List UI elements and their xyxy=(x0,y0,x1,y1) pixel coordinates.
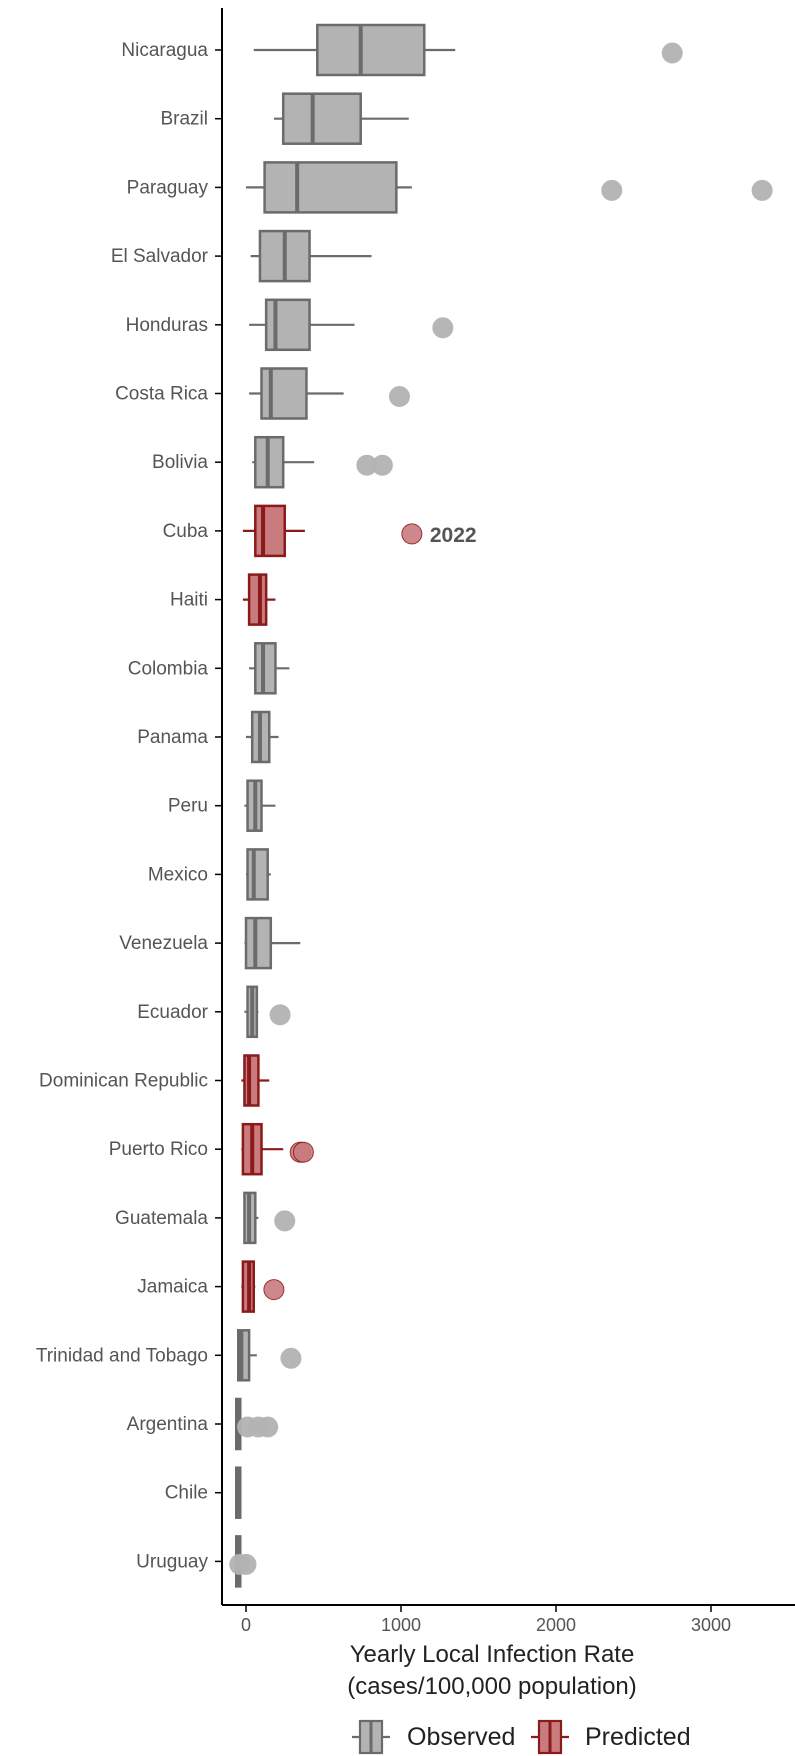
legend-label-observed: Observed xyxy=(407,1723,515,1751)
x-axis-title-line2: (cases/100,000 population) xyxy=(347,1673,637,1700)
outlier-guatemala-0 xyxy=(275,1211,295,1231)
y-label-mexico: Mexico xyxy=(148,864,208,885)
x-axis-title-line1: Yearly Local Infection Rate xyxy=(350,1641,635,1668)
box-uruguay xyxy=(230,1536,256,1586)
y-label-ecuador: Ecuador xyxy=(137,1002,208,1023)
outlier-bolivia-1 xyxy=(372,455,392,475)
y-label-guatemala: Guatemala xyxy=(115,1208,208,1229)
box-nicaragua xyxy=(254,25,683,75)
y-label-peru: Peru xyxy=(168,796,208,817)
iqr-box-honduras xyxy=(266,300,309,350)
outlier-honduras-0 xyxy=(433,318,453,338)
box-chile xyxy=(236,1468,240,1518)
y-label-argentina: Argentina xyxy=(127,1414,209,1435)
outlier-puerto-rico-1 xyxy=(293,1142,313,1162)
y-axis-labels: Nicaragua Brazil Paraguay El Salvador Hondur… xyxy=(36,40,222,1572)
outlier-cuba-0 xyxy=(402,524,422,544)
box-el-salvador xyxy=(251,231,372,281)
y-label-uruguay: Uruguay xyxy=(136,1551,208,1572)
box-bolivia xyxy=(252,437,392,487)
box-cuba xyxy=(243,506,422,556)
y-label-colombia: Colombia xyxy=(128,658,209,679)
y-label-haiti: Haiti xyxy=(170,590,208,611)
x-tick-label-0: 0 xyxy=(241,1615,251,1635)
iqr-box-cuba xyxy=(255,506,284,556)
outlier-nicaragua-0 xyxy=(662,43,682,63)
iqr-box-colombia xyxy=(255,643,275,693)
iqr-box-mexico xyxy=(248,849,268,899)
box-argentina xyxy=(236,1399,277,1449)
y-label-jamaica: Jamaica xyxy=(137,1277,208,1298)
box-guatemala xyxy=(244,1193,294,1243)
box-ecuador xyxy=(244,987,290,1037)
box-panama xyxy=(246,712,279,762)
y-label-paraguay: Paraguay xyxy=(127,177,209,198)
y-label-cuba: Cuba xyxy=(163,521,209,542)
box-trinidad-and-tobago xyxy=(238,1330,301,1380)
y-label-venezuela: Venezuela xyxy=(119,933,208,954)
legend-key-predicted xyxy=(531,1721,569,1753)
outlier-uruguay-1 xyxy=(236,1554,256,1574)
x-axis-ticks: 0 1000 2000 3000 xyxy=(241,1605,731,1635)
legend-label-predicted: Predicted xyxy=(585,1723,691,1751)
x-tick-label-3000: 3000 xyxy=(691,1615,731,1635)
y-label-chile: Chile xyxy=(165,1483,208,1504)
iqr-box-nicaragua xyxy=(317,25,424,75)
outlier-jamaica-0 xyxy=(264,1280,284,1300)
outlier-argentina-2 xyxy=(258,1417,278,1437)
y-label-costa-rica: Costa Rica xyxy=(115,384,208,405)
iqr-box-venezuela xyxy=(246,918,271,968)
x-tick-label-2000: 2000 xyxy=(536,1615,576,1635)
legend-key-observed xyxy=(352,1721,390,1753)
iqr-box-paraguay xyxy=(265,162,397,212)
box-jamaica xyxy=(241,1262,284,1312)
outlier-trinidad-and-tobago-0 xyxy=(281,1348,301,1368)
y-label-bolivia: Bolivia xyxy=(152,452,208,473)
y-label-puerto-rico: Puerto Rico xyxy=(109,1139,208,1160)
y-label-honduras: Honduras xyxy=(126,315,208,336)
box-brazil xyxy=(274,94,409,144)
box-venezuela xyxy=(244,918,300,968)
iqr-box-dominican-republic xyxy=(244,1056,258,1106)
iqr-box-brazil xyxy=(283,94,361,144)
y-label-trinidad-and-tobago: Trinidad and Tobago xyxy=(36,1345,208,1366)
plot-area: 2022 xyxy=(230,25,772,1586)
box-mexico xyxy=(246,849,271,899)
box-peru xyxy=(244,781,275,831)
y-label-el-salvador: El Salvador xyxy=(111,246,209,267)
annotation-0: 2022 xyxy=(430,524,477,547)
box-costa-rica xyxy=(249,369,409,419)
y-label-brazil: Brazil xyxy=(160,109,208,130)
outlier-paraguay-0 xyxy=(602,180,622,200)
outlier-costa-rica-0 xyxy=(389,387,409,407)
x-tick-label-1000: 1000 xyxy=(381,1615,421,1635)
iqr-box-haiti xyxy=(249,575,266,625)
y-label-panama: Panama xyxy=(137,727,208,748)
box-haiti xyxy=(243,575,276,625)
y-label-dominican-republic: Dominican Republic xyxy=(39,1071,208,1092)
box-paraguay xyxy=(246,162,772,212)
y-label-nicaragua: Nicaragua xyxy=(121,40,208,61)
outlier-paraguay-1 xyxy=(752,180,772,200)
box-dominican-republic xyxy=(241,1056,269,1106)
outlier-ecuador-0 xyxy=(270,1005,290,1025)
box-puerto-rico xyxy=(241,1124,313,1174)
iqr-box-costa-rica xyxy=(262,369,307,419)
legend: Observed Predicted xyxy=(352,1721,691,1753)
box-honduras xyxy=(249,300,453,350)
box-colombia xyxy=(249,643,289,693)
